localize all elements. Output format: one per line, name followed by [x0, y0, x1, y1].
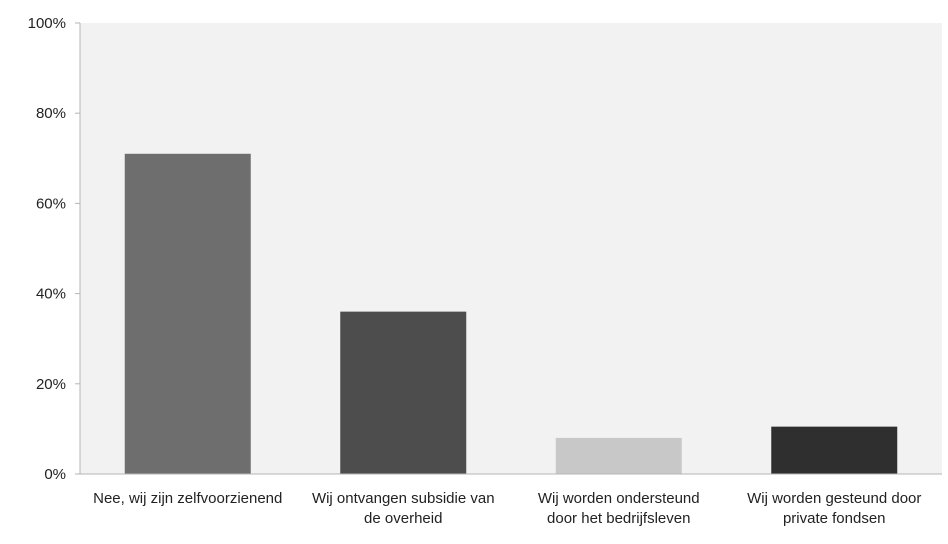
y-tick-label: 0%	[44, 466, 66, 483]
y-tick-label: 60%	[36, 195, 66, 212]
y-tick-label: 100%	[28, 15, 66, 32]
x-tick-label: Wij ontvangen subsidie van de overheid	[312, 490, 495, 527]
x-tick-label-line: door het bedrijfsleven	[547, 510, 690, 527]
bars	[124, 153, 898, 475]
x-tick-label-line: de overheid	[364, 510, 442, 527]
y-axis: 0% 20% 40% 60% 80% 100%	[28, 15, 81, 483]
x-axis: Nee, wij zijn zelfvoorzienend Wij ontvang…	[80, 473, 942, 527]
x-tick-label-line: Wij worden ondersteund	[538, 490, 700, 507]
x-tick-label-line: Wij ontvangen subsidie van	[312, 490, 495, 507]
bar	[124, 153, 251, 475]
x-tick-label: Nee, wij zijn zelfvoorzienend	[93, 490, 282, 507]
x-tick-label-line: Nee, wij zijn zelfvoorzienend	[93, 490, 282, 507]
x-tick-label-line: Wij worden gesteund door	[747, 490, 921, 507]
bar	[340, 311, 467, 474]
bar	[771, 426, 898, 474]
y-tick-label: 40%	[36, 286, 66, 303]
y-tick-label: 20%	[36, 376, 66, 393]
y-tick-label: 80%	[36, 105, 66, 122]
x-tick-label-line: private fondsen	[783, 510, 886, 527]
bar	[555, 437, 682, 474]
x-tick-label: Wij worden ondersteund door het bedrijfsl…	[538, 490, 700, 527]
x-tick-label: Wij worden gesteund door private fondsen	[747, 490, 921, 527]
